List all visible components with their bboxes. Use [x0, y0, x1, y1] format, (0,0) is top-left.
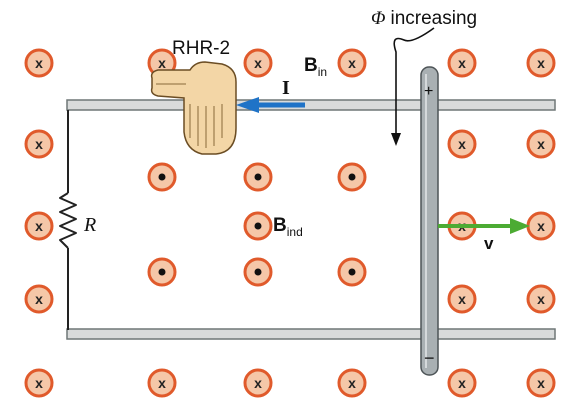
x-in-circle-icon: x	[526, 284, 556, 314]
rule-label: RHR-2	[172, 38, 230, 59]
svg-text:x: x	[35, 55, 43, 71]
bottom-rail	[66, 328, 556, 340]
svg-text:x: x	[254, 375, 262, 391]
current-arrow	[236, 97, 305, 113]
svg-text:x: x	[458, 291, 466, 307]
x-in-circle-icon: x	[447, 368, 477, 398]
svg-text:x: x	[537, 55, 545, 71]
x-in-circle-icon: x	[526, 211, 556, 241]
x-in-circle-icon: x	[526, 368, 556, 398]
x-in-circle-icon: x	[526, 129, 556, 159]
rod-plus-label: +	[424, 83, 433, 100]
svg-text:x: x	[158, 375, 166, 391]
x-in-circle-icon: x	[24, 284, 54, 314]
into-page-field-markers: xxxxxxxxxxxxxxxxxxxxx	[24, 48, 556, 398]
svg-text:x: x	[537, 291, 545, 307]
svg-text:x: x	[537, 375, 545, 391]
svg-text:x: x	[537, 218, 545, 234]
x-in-circle-icon: x	[447, 48, 477, 78]
svg-text:x: x	[458, 55, 466, 71]
top-rail	[66, 99, 556, 111]
dot-in-circle-icon	[243, 162, 273, 192]
svg-text:x: x	[348, 55, 356, 71]
b-ind-label: Bind	[273, 215, 303, 239]
x-in-circle-icon: x	[243, 48, 273, 78]
x-in-circle-icon: x	[243, 368, 273, 398]
dot-in-circle-icon	[337, 162, 367, 192]
resistor-label: R	[83, 214, 96, 236]
flux-pointer-arrow	[391, 27, 435, 146]
x-in-circle-icon: x	[24, 48, 54, 78]
x-in-circle-icon: x	[447, 129, 477, 159]
current-label: I	[282, 77, 290, 99]
x-in-circle-icon: x	[24, 129, 54, 159]
x-in-circle-icon: x	[447, 284, 477, 314]
svg-text:x: x	[35, 136, 43, 152]
x-in-circle-icon: x	[147, 368, 177, 398]
x-in-circle-icon: x	[24, 211, 54, 241]
dot-in-circle-icon	[243, 211, 273, 241]
dot-in-circle-icon	[147, 162, 177, 192]
sliding-rod	[420, 66, 439, 376]
velocity-label: v	[484, 234, 494, 253]
svg-text:x: x	[537, 136, 545, 152]
svg-text:x: x	[35, 375, 43, 391]
resistor-icon	[59, 192, 77, 249]
svg-text:x: x	[458, 136, 466, 152]
out-of-page-field-markers	[147, 162, 367, 287]
b-in-label: Bin	[304, 55, 327, 79]
x-in-circle-icon: x	[526, 48, 556, 78]
x-in-circle-icon: x	[337, 48, 367, 78]
rod-minus-label: −	[424, 348, 435, 368]
dot-in-circle-icon	[337, 257, 367, 287]
svg-text:x: x	[458, 375, 466, 391]
right-hand-icon	[150, 61, 237, 155]
dot-in-circle-icon	[243, 257, 273, 287]
svg-text:x: x	[35, 291, 43, 307]
svg-text:x: x	[35, 218, 43, 234]
x-in-circle-icon: x	[337, 368, 367, 398]
dot-in-circle-icon	[147, 257, 177, 287]
svg-text:x: x	[254, 55, 262, 71]
svg-text:x: x	[158, 55, 166, 71]
svg-text:x: x	[348, 375, 356, 391]
velocity-arrow	[438, 218, 530, 234]
x-in-circle-icon: x	[24, 368, 54, 398]
